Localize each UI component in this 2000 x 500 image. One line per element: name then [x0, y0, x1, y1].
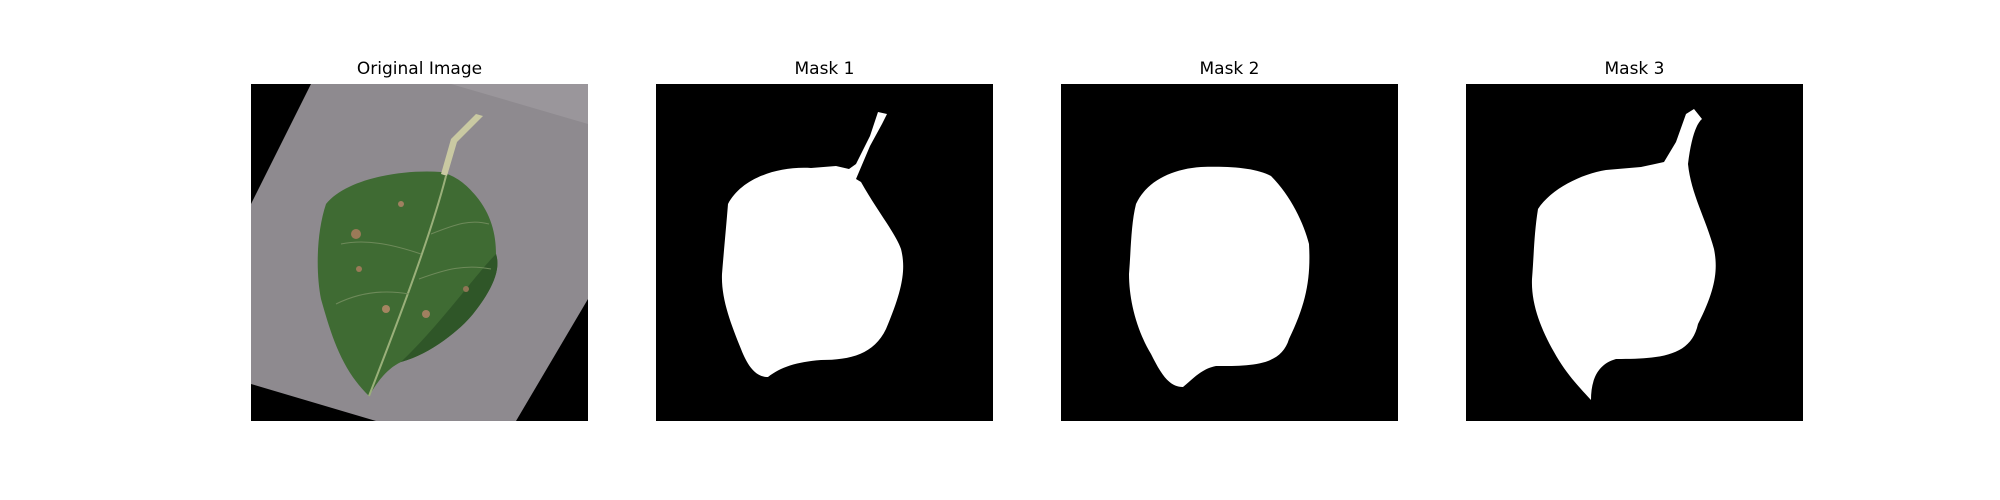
original-leaf-photo: [251, 84, 588, 421]
mask-3-image: [1466, 84, 1803, 421]
mask-2-image: [1061, 84, 1398, 421]
panel-title: Mask 1: [794, 59, 855, 79]
panel-mask-2: Mask 2: [1061, 58, 1398, 421]
panel-mask-1: Mask 1: [656, 58, 993, 421]
panel-title: Mask 3: [1604, 59, 1665, 79]
panel-title: Mask 2: [1199, 59, 1260, 79]
mask-1-image: [656, 84, 993, 421]
panel-title: Original Image: [356, 59, 483, 79]
panel-mask-3: Mask 3: [1466, 58, 1803, 421]
panel-original-image: Original Image: [251, 58, 588, 421]
